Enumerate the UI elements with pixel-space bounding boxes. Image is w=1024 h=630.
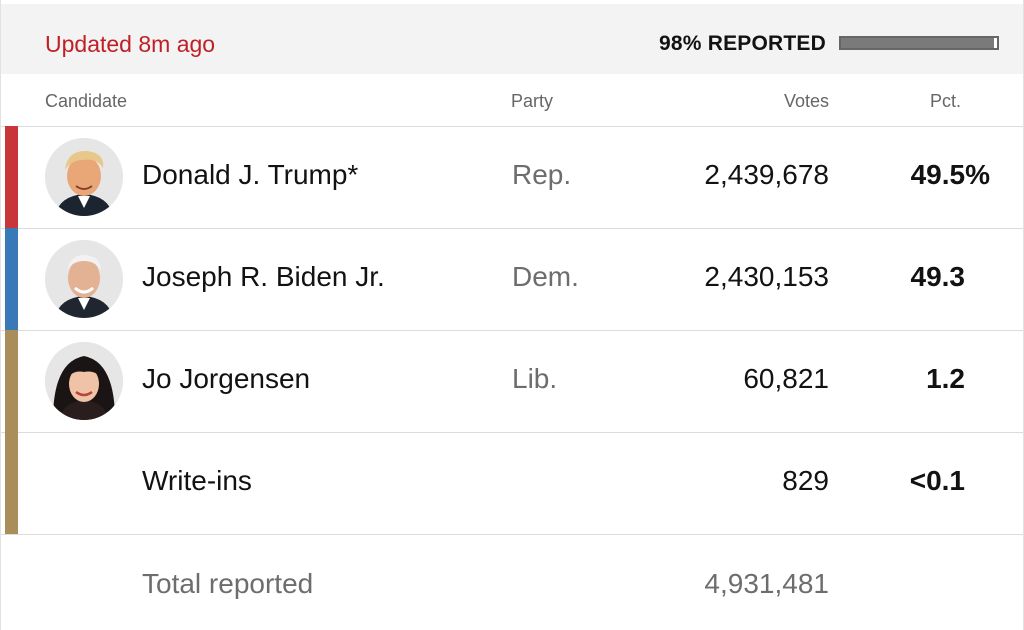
candidate-party: Dem. — [512, 261, 579, 292]
candidate-pct: <0.1 — [909, 465, 965, 496]
column-header-pct: Pct. — [929, 91, 961, 111]
candidate-pct: 49.3 — [910, 261, 966, 292]
column-header-party: Party — [511, 91, 554, 111]
candidate-name: Donald J. Trump* — [142, 159, 359, 190]
updated-timestamp: Updated 8m ago — [45, 31, 216, 57]
candidate-votes: 2,439,678 — [704, 159, 829, 190]
total-label: Total reported — [142, 568, 314, 599]
candidate-name: Joseph R. Biden Jr. — [142, 261, 385, 292]
table-row: Write-ins 829 <0.1 — [1, 432, 1023, 535]
party-color-bar — [5, 126, 18, 228]
reporting-progress-fill — [841, 38, 994, 48]
reported-percentage: 98% REPORTED — [659, 32, 826, 55]
candidate-pct: 49.5% — [910, 159, 990, 190]
reporting-progress-bar — [839, 36, 999, 50]
candidate-photo-icon — [45, 138, 123, 216]
candidate-party: Rep. — [512, 159, 572, 190]
party-color-bar — [5, 330, 18, 432]
candidate-votes: 60,821 — [743, 363, 829, 394]
candidate-name: Write-ins — [142, 465, 252, 496]
table-row: Jo Jorgensen Lib. 60,821 1.2 — [1, 330, 1023, 433]
column-header-candidate: Candidate — [45, 91, 128, 111]
table-row: Donald J. Trump* Rep. 2,439,678 49.5% — [1, 126, 1023, 229]
column-headers: Candidate Party Votes Pct. — [1, 74, 1023, 127]
candidate-photo-icon — [45, 342, 123, 420]
column-header-votes: Votes — [783, 91, 829, 111]
candidate-votes: 829 — [782, 465, 829, 496]
party-color-bar — [5, 432, 18, 534]
candidate-name: Jo Jorgensen — [142, 363, 311, 394]
party-color-bar — [5, 228, 18, 330]
candidate-photo-icon — [45, 240, 123, 318]
table-row: Joseph R. Biden Jr. Dem. 2,430,153 49.3 — [1, 228, 1023, 331]
results-header: Updated 8m ago 98% REPORTED — [1, 4, 1023, 74]
total-votes: 4,931,481 — [704, 568, 829, 599]
candidate-pct: 1.2 — [926, 363, 965, 394]
total-row: Total reported 4,931,481 — [1, 534, 1023, 630]
candidate-party: Lib. — [512, 363, 558, 394]
candidate-votes: 2,430,153 — [704, 261, 829, 292]
